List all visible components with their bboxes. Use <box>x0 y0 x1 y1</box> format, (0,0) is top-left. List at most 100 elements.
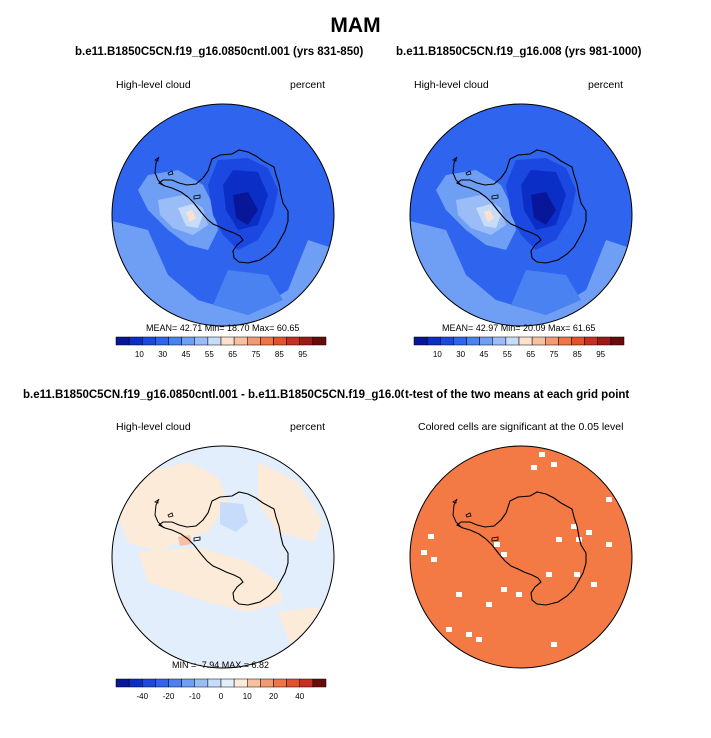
polar-map <box>409 445 633 669</box>
antarctic-coastline <box>455 149 587 264</box>
colorbar-tick-label: 0 <box>219 692 224 701</box>
colorbar-box <box>260 678 274 688</box>
map-field <box>410 104 632 326</box>
colorbar-box <box>181 336 195 346</box>
colorbar-tick-label: 10 <box>433 350 442 359</box>
colorbar-box <box>168 678 182 688</box>
field-zone <box>138 547 283 612</box>
colorbar-box <box>312 678 327 688</box>
colorbar-box <box>194 336 209 346</box>
colorbar-box <box>610 336 625 346</box>
colorbar-box <box>571 336 585 346</box>
insignificant-cell <box>421 550 427 555</box>
island-coastline <box>154 157 159 162</box>
panel-title: b.e11.B1850C5CN.f19_g16.008 (yrs 981-100… <box>396 46 642 58</box>
panel-title: b.e11.B1850C5CN.f19_g16.0850cntl.001 - b… <box>23 389 414 401</box>
island-coastline <box>491 536 499 542</box>
colorbar-box <box>247 678 261 688</box>
colorbar-box <box>260 336 274 346</box>
colorbar-box <box>233 336 248 346</box>
colorbar-box <box>531 336 546 346</box>
insignificant-cell <box>546 572 552 577</box>
map-stats: MEAN= 42.97 Min= 20.09 Max= 61.65 <box>442 323 596 333</box>
antarctic-coastline <box>455 491 587 606</box>
insignificant-cell <box>501 552 507 557</box>
colorbar-box <box>220 678 235 688</box>
colorbar-box <box>155 336 169 346</box>
field-zone <box>186 210 196 222</box>
colorbar-box <box>115 678 130 688</box>
colorbar-tick-label: 85 <box>573 350 582 359</box>
map-stats: MIN = -7.94 MAX = 6.82 <box>172 660 270 670</box>
insignificant-cell <box>551 642 557 647</box>
island-coastline <box>465 512 472 518</box>
insignificant-cell <box>576 537 582 542</box>
insignificant-cell <box>516 592 522 597</box>
insignificant-cell <box>476 637 482 642</box>
colorbar: 10 30 45 55 65 75 85 95 <box>115 336 327 359</box>
colorbar-box <box>597 336 612 346</box>
significance-note: Colored cells are significant at the 0.0… <box>418 421 624 433</box>
colorbar-box <box>194 678 209 688</box>
colorbar-box <box>207 678 222 688</box>
colorbar-tick-label: 65 <box>228 350 237 359</box>
colorbar-tick-label: 75 <box>550 350 559 359</box>
colorbar-tick-label: 55 <box>205 350 214 359</box>
field-zone <box>178 535 192 546</box>
colorbar-box <box>466 336 480 346</box>
colorbar-box <box>453 336 467 346</box>
colorbar-box <box>115 336 130 346</box>
colorbar-tick-label: 30 <box>158 350 167 359</box>
map-field <box>410 446 632 668</box>
variable-label: High-level cloud <box>116 421 191 433</box>
insignificant-cell <box>531 465 537 470</box>
colorbar-box <box>128 336 143 346</box>
island-coastline <box>465 170 472 176</box>
insignificant-cell <box>591 582 597 587</box>
colorbar-box <box>286 336 300 346</box>
field-zone <box>112 220 334 326</box>
colorbar-box <box>312 336 327 346</box>
colorbar-box <box>584 336 598 346</box>
field-zone <box>213 270 283 315</box>
colorbar-box <box>155 678 169 688</box>
island-coastline <box>167 170 174 176</box>
insignificant-cell <box>586 530 592 535</box>
colorbar-box <box>207 336 222 346</box>
panel-title: b.e11.B1850C5CN.f19_g16.0850cntl.001 (yr… <box>75 46 364 58</box>
polar-map <box>111 103 335 327</box>
colorbar-box <box>273 336 287 346</box>
colorbar-box <box>413 336 428 346</box>
units-label: percent <box>290 421 326 433</box>
insignificant-cell <box>466 632 472 637</box>
colorbar-tick-label: -40 <box>136 692 148 701</box>
figure-title: MAM <box>330 14 381 37</box>
colorbar-box <box>440 336 454 346</box>
insignificant-cell <box>486 602 492 607</box>
colorbar-box <box>128 678 143 688</box>
map-stats: MEAN= 42.71 Min= 18.70 Max= 60.65 <box>146 323 300 333</box>
island-coastline <box>452 157 457 162</box>
polar-map <box>409 103 633 327</box>
island-coastline <box>193 536 201 542</box>
colorbar-box <box>479 336 493 346</box>
colorbar-tick-label: 10 <box>243 692 252 701</box>
insignificant-cell <box>606 542 612 547</box>
colorbar-box <box>558 336 572 346</box>
polar-map <box>111 445 335 669</box>
units-label: percent <box>588 79 624 91</box>
colorbar-box <box>273 678 287 688</box>
antarctic-coastline <box>157 149 289 264</box>
colorbar-box <box>220 336 235 346</box>
island-coastline <box>167 512 174 518</box>
insignificant-cell <box>556 537 562 542</box>
colorbar-box <box>492 336 507 346</box>
insignificant-cell <box>606 497 612 502</box>
island-coastline <box>154 499 159 504</box>
insignificant-cell <box>431 557 437 562</box>
colorbar-tick-label: -20 <box>163 692 175 701</box>
variable-label: High-level cloud <box>414 79 489 91</box>
field-base <box>410 446 632 668</box>
map-border <box>111 103 335 327</box>
colorbar-tick-label: 45 <box>480 350 489 359</box>
